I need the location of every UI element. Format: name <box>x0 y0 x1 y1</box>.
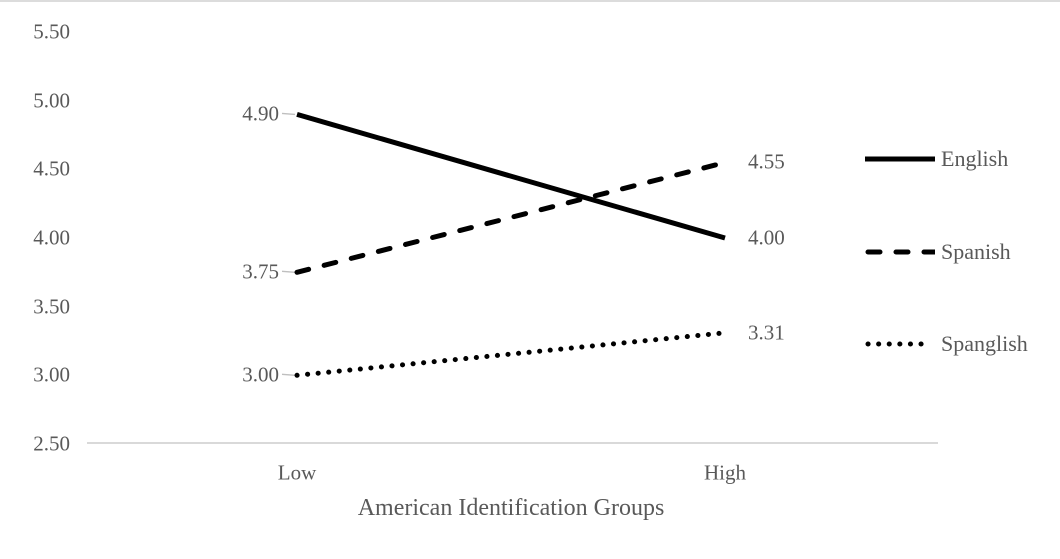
data-label-spanglish-high: 3.31 <box>748 320 785 345</box>
y-tick-label: 3.50 <box>33 294 70 319</box>
y-tick-label: 4.00 <box>33 225 70 250</box>
legend-item-english: English <box>865 148 1008 170</box>
legend-line-sample-dotted-icon <box>865 341 934 347</box>
y-tick-label: 3.00 <box>33 362 70 387</box>
x-axis-line <box>87 442 938 444</box>
data-label-english-low: 4.90 <box>242 101 279 126</box>
y-tick-label: 5.50 <box>33 19 70 44</box>
data-label-english-high: 4.00 <box>748 225 785 250</box>
data-label-leader-line <box>281 112 296 116</box>
y-tick-label: 2.50 <box>33 431 70 456</box>
data-label-spanish-low: 3.75 <box>242 259 279 284</box>
x-tick-label-low: Low <box>277 460 317 485</box>
series-line-spanglish <box>294 330 728 378</box>
y-tick-label: 5.00 <box>33 88 70 113</box>
legend-item-spanish: Spanish <box>865 241 1011 263</box>
series-line-english <box>296 111 726 241</box>
series-line-spanish <box>294 160 728 275</box>
data-label-leader-line <box>281 373 296 376</box>
legend-label: Spanglish <box>941 331 1028 356</box>
legend: English Spanish Spanglish <box>865 2 1055 559</box>
data-label-spanglish-low: 3.00 <box>242 362 279 387</box>
data-label-spanish-high: 4.55 <box>748 149 785 174</box>
x-tick-label-high: High <box>704 460 746 485</box>
legend-label: Spanish <box>941 239 1011 264</box>
legend-line-sample-solid-icon <box>865 156 935 162</box>
legend-item-spanglish: Spanglish <box>865 333 1028 355</box>
legend-line-sample-dashed-icon <box>865 249 935 255</box>
y-tick-label: 4.50 <box>33 156 70 181</box>
x-axis-title: American Identification Groups <box>357 495 665 521</box>
data-label-leader-line <box>281 270 296 273</box>
legend-label: English <box>941 146 1009 171</box>
